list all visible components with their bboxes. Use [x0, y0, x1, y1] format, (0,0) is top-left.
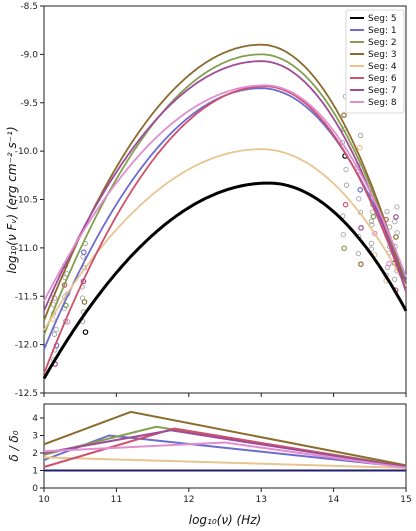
doppler-line-seg-8	[43, 441, 407, 469]
sed-curve-seg-6	[43, 85, 407, 375]
y-tick-label: -11.5	[15, 292, 38, 302]
legend-label: Seg: 2	[368, 38, 397, 48]
doppler-plot-frame	[43, 403, 407, 489]
observed-point	[357, 187, 364, 193]
y-tick-label: -11.0	[15, 244, 39, 254]
observed-point	[358, 261, 364, 267]
observed-point	[372, 230, 378, 237]
observed-point	[394, 204, 400, 210]
x-tick-label: 10	[38, 495, 50, 505]
observed-point	[392, 219, 398, 225]
observed-point	[342, 201, 349, 208]
observed-point	[386, 260, 392, 267]
sed-curve-seg-3	[43, 43, 407, 321]
y-tick-label: -10.5	[15, 196, 38, 206]
sed-model-curves	[42, 43, 408, 380]
observed-point	[341, 245, 347, 252]
observed-point	[355, 251, 361, 257]
doppler-line-seg-1	[43, 434, 407, 468]
observed-point	[82, 329, 89, 335]
doppler-line-seg-4	[43, 456, 407, 469]
y-tick-label: 2	[32, 449, 38, 459]
x-axis-label: log₁₀(ν) (Hz)	[189, 513, 261, 527]
observed-point	[357, 132, 364, 138]
doppler-line-seg-3	[43, 410, 407, 467]
observed-point	[80, 254, 86, 260]
y-tick-label: -12.0	[15, 341, 39, 351]
legend-label: Seg: 6	[368, 74, 397, 84]
x-tick-label: 13	[255, 495, 266, 505]
sed-curve-seg-1	[43, 87, 407, 350]
x-tick-label: 12	[183, 495, 194, 505]
sed-curve-seg-8	[43, 84, 407, 302]
doppler-line-seg-7	[43, 429, 407, 468]
sed-y-ticks: -8.5 -9.0 -9.5 -10.0 -10.5 -11.0 -11.5 -12.0 -12…	[15, 2, 44, 399]
legend: Seg: 5 Seg: 1 Seg: 2 Seg: 3 Seg: 4 Seg: 6 Seg:…	[345, 9, 405, 114]
doppler-y-axis-label: δ / δ₀	[7, 430, 21, 461]
observed-point	[53, 326, 59, 332]
legend-label: Seg: 4	[368, 62, 397, 72]
sed-panel: -8.5 -9.0 -9.5 -10.0 -10.5 -11.0 -11.5 -12.0 -12…	[5, 2, 408, 399]
sed-curve-seg-5	[42, 181, 408, 380]
observed-point	[343, 182, 350, 188]
y-tick-label: -12.5	[15, 389, 38, 399]
observed-point	[340, 232, 346, 238]
y-tick-label: -9.0	[20, 50, 38, 60]
x-tick-label: 11	[111, 495, 122, 505]
legend-box	[345, 9, 405, 114]
observed-point	[358, 225, 364, 231]
legend-label: Seg: 3	[368, 50, 397, 60]
doppler-curves	[43, 410, 407, 472]
observed-point	[81, 249, 87, 256]
doppler-x-ticks: 10 11 12 13 14 15	[38, 488, 412, 505]
y-tick-label: 4	[32, 414, 38, 424]
y-tick-label: 3	[32, 432, 38, 442]
observed-point	[368, 218, 375, 224]
observed-point	[368, 240, 374, 246]
observed-point	[384, 209, 390, 215]
observed-point	[368, 246, 375, 252]
legend-label: Seg: 7	[368, 86, 397, 96]
observed-point	[394, 230, 400, 236]
observed-point	[370, 213, 377, 220]
observed-point	[341, 112, 347, 118]
observed-point	[393, 234, 399, 240]
doppler-y-ticks: 0 1 2 3 4	[32, 414, 44, 494]
sed-curve-seg-4	[43, 148, 407, 331]
observed-point	[340, 213, 346, 219]
observed-point	[356, 144, 363, 151]
sed-curve-seg-7	[43, 60, 407, 312]
observed-point	[393, 214, 399, 220]
observed-point	[51, 331, 58, 337]
observed-point	[392, 276, 398, 282]
y-tick-label: 0	[32, 484, 38, 494]
y-tick-label: -8.5	[20, 2, 38, 12]
y-tick-label: -9.5	[20, 99, 38, 109]
x-tick-label: 14	[328, 495, 340, 505]
legend-label: Seg: 8	[368, 98, 397, 108]
y-tick-label: -10.0	[15, 147, 39, 157]
legend-label: Seg: 5	[368, 14, 397, 24]
y-tick-label: 1	[32, 467, 38, 477]
sed-x-ticks	[43, 393, 407, 397]
sed-y-axis-label: log₁₀(ν Fᵥ) (erg cm⁻² s⁻¹)	[5, 126, 19, 273]
observed-point	[80, 295, 86, 301]
observed-point	[356, 196, 362, 202]
observed-point	[343, 166, 349, 173]
legend-label: Seg: 1	[368, 26, 397, 36]
x-tick-label: 15	[400, 495, 411, 505]
